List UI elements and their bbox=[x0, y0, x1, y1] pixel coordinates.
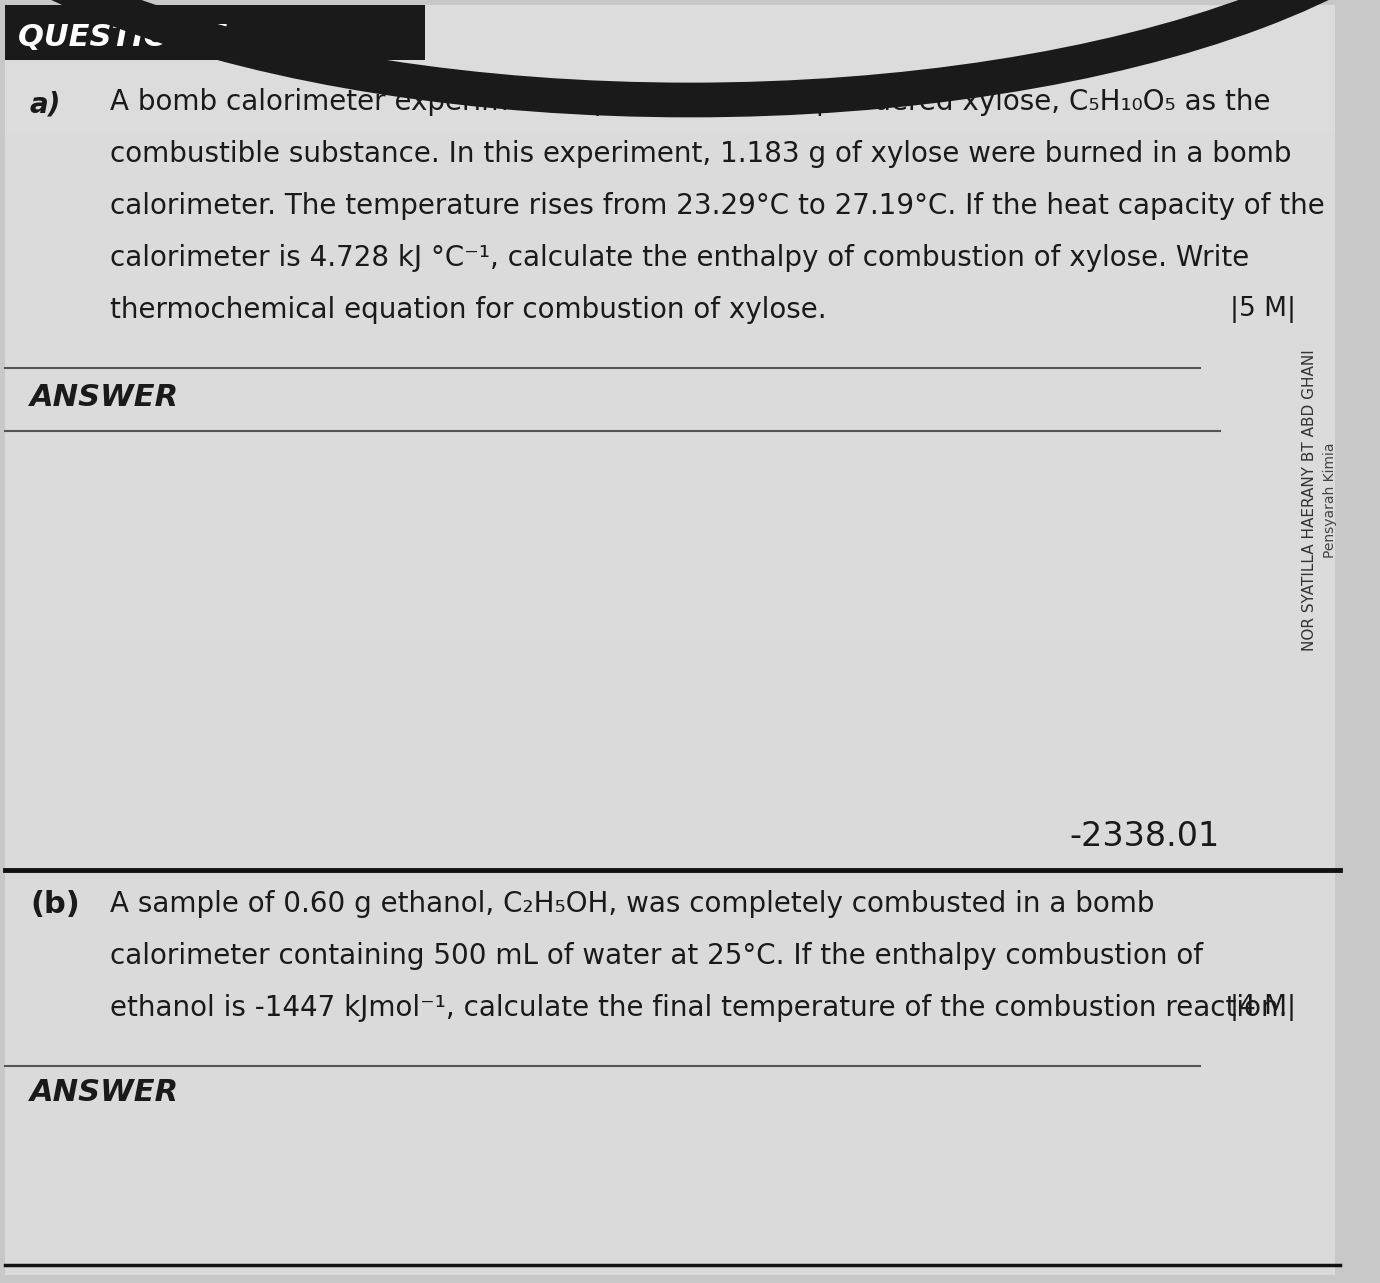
FancyBboxPatch shape bbox=[6, 1148, 1334, 1275]
Text: calorimeter. The temperature rises from 23.29°C to 27.19°C. If the heat capacity: calorimeter. The temperature rises from … bbox=[110, 192, 1325, 219]
Text: a): a) bbox=[30, 90, 61, 118]
Text: NOR SYATILLA HAERANY BT ABD GHANI: NOR SYATILLA HAERANY BT ABD GHANI bbox=[1303, 349, 1318, 650]
Text: ANSWER: ANSWER bbox=[30, 1078, 179, 1107]
Text: Pensyarah Kimia: Pensyarah Kimia bbox=[1323, 443, 1337, 558]
Text: A sample of 0.60 g ethanol, C₂H₅OH, was completely combusted in a bomb: A sample of 0.60 g ethanol, C₂H₅OH, was … bbox=[110, 890, 1155, 919]
Text: |5 M|: |5 M| bbox=[1230, 296, 1296, 323]
Text: combustible substance. In this experiment, 1.183 g of xylose were burned in a bo: combustible substance. In this experimen… bbox=[110, 140, 1292, 168]
Text: -2338.01: -2338.01 bbox=[1070, 820, 1220, 853]
Text: calorimeter containing 500 mL of water at 25°C. If the enthalpy combustion of: calorimeter containing 500 mL of water a… bbox=[110, 942, 1203, 970]
FancyBboxPatch shape bbox=[6, 5, 1334, 1275]
Text: thermochemical equation for combustion of xylose.: thermochemical equation for combustion o… bbox=[110, 296, 827, 325]
Text: calorimeter is 4.728 kJ °C⁻¹, calculate the enthalpy of combustion of xylose. Wr: calorimeter is 4.728 kJ °C⁻¹, calculate … bbox=[110, 244, 1249, 272]
Text: (b): (b) bbox=[30, 890, 80, 919]
Text: ANSWER: ANSWER bbox=[30, 384, 179, 412]
FancyBboxPatch shape bbox=[6, 5, 425, 60]
Text: A bomb calorimeter experiment is performed with powdered xylose, C₅H₁₀O₅ as the: A bomb calorimeter experiment is perform… bbox=[110, 89, 1271, 115]
Text: |4 M|: |4 M| bbox=[1230, 994, 1296, 1021]
Text: QUESTION 7: QUESTION 7 bbox=[18, 23, 226, 51]
Text: ethanol is -1447 kJmol⁻¹, calculate the final temperature of the combustion reac: ethanol is -1447 kJmol⁻¹, calculate the … bbox=[110, 994, 1288, 1023]
